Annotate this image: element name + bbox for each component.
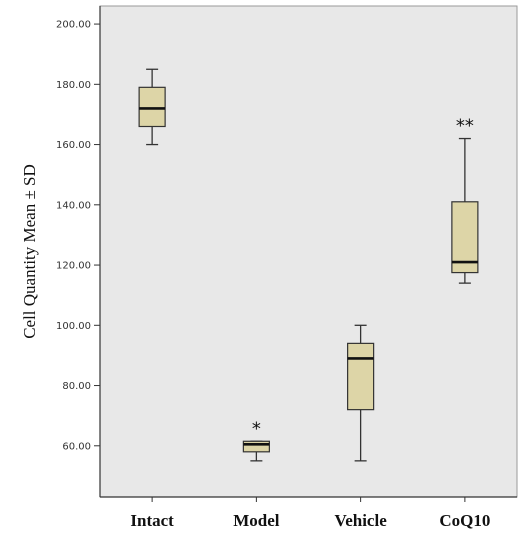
y-tick-label: 200.00 xyxy=(56,20,91,31)
plot-area xyxy=(99,5,518,498)
y-tick-label: 100.00 xyxy=(56,321,91,332)
y-tick-label: 60.00 xyxy=(62,441,91,452)
box-intact xyxy=(138,68,166,146)
box-coq10: ** xyxy=(451,116,479,284)
y-tick-label: 80.00 xyxy=(62,381,91,392)
y-tick-label: 140.00 xyxy=(56,200,91,211)
box-iqr xyxy=(347,342,375,411)
x-axis: Intact Model Vehicle CoQ10 xyxy=(100,496,517,530)
box-model: * xyxy=(242,418,270,462)
y-axis: 60.00 80.00 100.00 120.00 140.00 160.00 180.00… xyxy=(56,6,101,497)
box-iqr xyxy=(242,440,270,453)
y-tick-label: 160.00 xyxy=(56,140,91,151)
box-iqr xyxy=(138,86,166,128)
x-category-label: CoQ10 xyxy=(439,511,490,530)
boxes-group: *** xyxy=(138,68,479,462)
x-category-label: Vehicle xyxy=(334,511,387,530)
x-category-label: Model xyxy=(233,511,280,530)
x-category-label: Intact xyxy=(130,511,174,530)
y-axis-label: Cell Quantity Mean ± SD xyxy=(20,164,39,339)
box-vehicle xyxy=(347,324,375,462)
significance-marker: ** xyxy=(456,116,474,137)
y-tick-label: 120.00 xyxy=(56,261,91,272)
significance-marker: * xyxy=(252,418,261,439)
y-tick-label: 180.00 xyxy=(56,80,91,91)
